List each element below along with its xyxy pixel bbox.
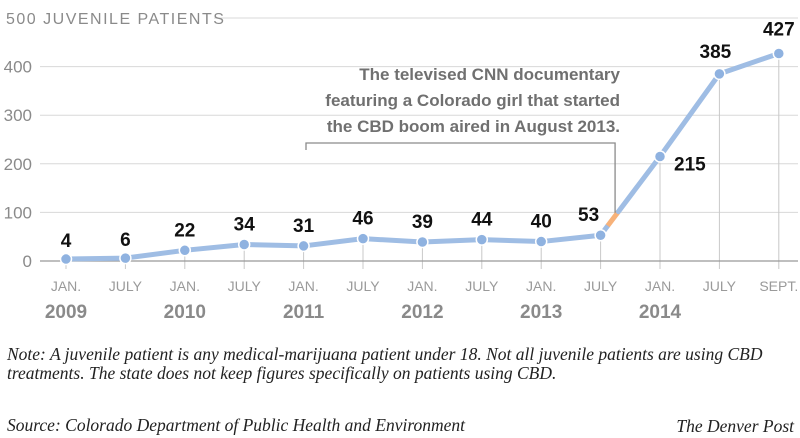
x-month-label: JAN. (51, 278, 81, 294)
x-month-label: JAN. (170, 278, 200, 294)
data-label: 44 (471, 210, 493, 231)
data-point (59, 252, 73, 266)
chart-source: Source: Colorado Department of Public He… (7, 415, 466, 435)
x-month-label: JULY (109, 278, 143, 294)
data-label: 4 (61, 231, 72, 252)
y-tick-label: 0 (23, 252, 32, 271)
data-point (534, 235, 548, 248)
y-tick-label: 300 (4, 106, 32, 125)
data-label: 53 (578, 205, 599, 226)
y-tick-label: 400 (4, 58, 32, 77)
data-label: 22 (174, 220, 195, 241)
series-line (63, 223, 611, 262)
data-point (178, 244, 192, 257)
data-point (119, 251, 132, 265)
data-label: 215 (674, 155, 706, 176)
annotation-text: the CBD boom aired in August 2013. (327, 117, 620, 136)
data-point (772, 47, 786, 60)
highlight-segment (605, 210, 621, 228)
y-tick-label: 200 (4, 155, 32, 174)
data-label: 6 (120, 230, 131, 251)
x-month-label: SEPT. (759, 278, 798, 294)
y-tick-label: 100 (4, 203, 32, 222)
x-month-label: JAN. (526, 278, 556, 294)
data-label: 39 (412, 212, 433, 233)
chart-note: Note: A juvenile patient is any medical-… (7, 344, 763, 383)
x-month-label: JULY (346, 278, 380, 294)
x-month-label: JAN. (407, 278, 437, 294)
x-year-label: 2010 (164, 302, 206, 323)
annotation-text: featuring a Colorado girl that started (325, 91, 620, 110)
data-point (475, 233, 489, 246)
x-month-label: JULY (584, 278, 618, 294)
x-year-label: 2012 (401, 302, 443, 323)
x-month-label: JULY (465, 278, 499, 294)
annotation-leader (305, 142, 616, 213)
x-year-label: 2014 (639, 302, 682, 323)
data-point (416, 235, 429, 249)
data-point (356, 232, 370, 245)
x-year-label: 2009 (45, 302, 87, 323)
data-point (237, 238, 251, 251)
data-point (653, 150, 667, 163)
data-label: 427 (763, 19, 795, 40)
data-label: 31 (293, 216, 315, 237)
data-point (297, 239, 310, 253)
chart-credit: The Denver Post (676, 416, 794, 436)
x-month-label: JULY (228, 278, 262, 294)
x-month-label: JULY (703, 278, 737, 294)
annotation-text: The televised CNN documentary (359, 65, 620, 84)
y-axis-title: 500 JUVENILE PATIENTS (6, 11, 225, 28)
series-line (615, 50, 782, 215)
data-label: 385 (700, 42, 732, 63)
data-point (713, 67, 726, 81)
data-label: 34 (234, 214, 256, 235)
data-label: 40 (531, 212, 552, 233)
x-year-label: 2013 (520, 302, 562, 323)
data-label: 46 (352, 209, 373, 230)
x-year-label: 2011 (283, 302, 325, 323)
x-month-label: JAN. (645, 278, 675, 294)
x-month-label: JAN. (288, 278, 318, 294)
line-chart: 0 100 200 300 400 500 JUVENILE PATIENTS JAN. JU… (4, 11, 799, 323)
data-point (594, 228, 607, 242)
